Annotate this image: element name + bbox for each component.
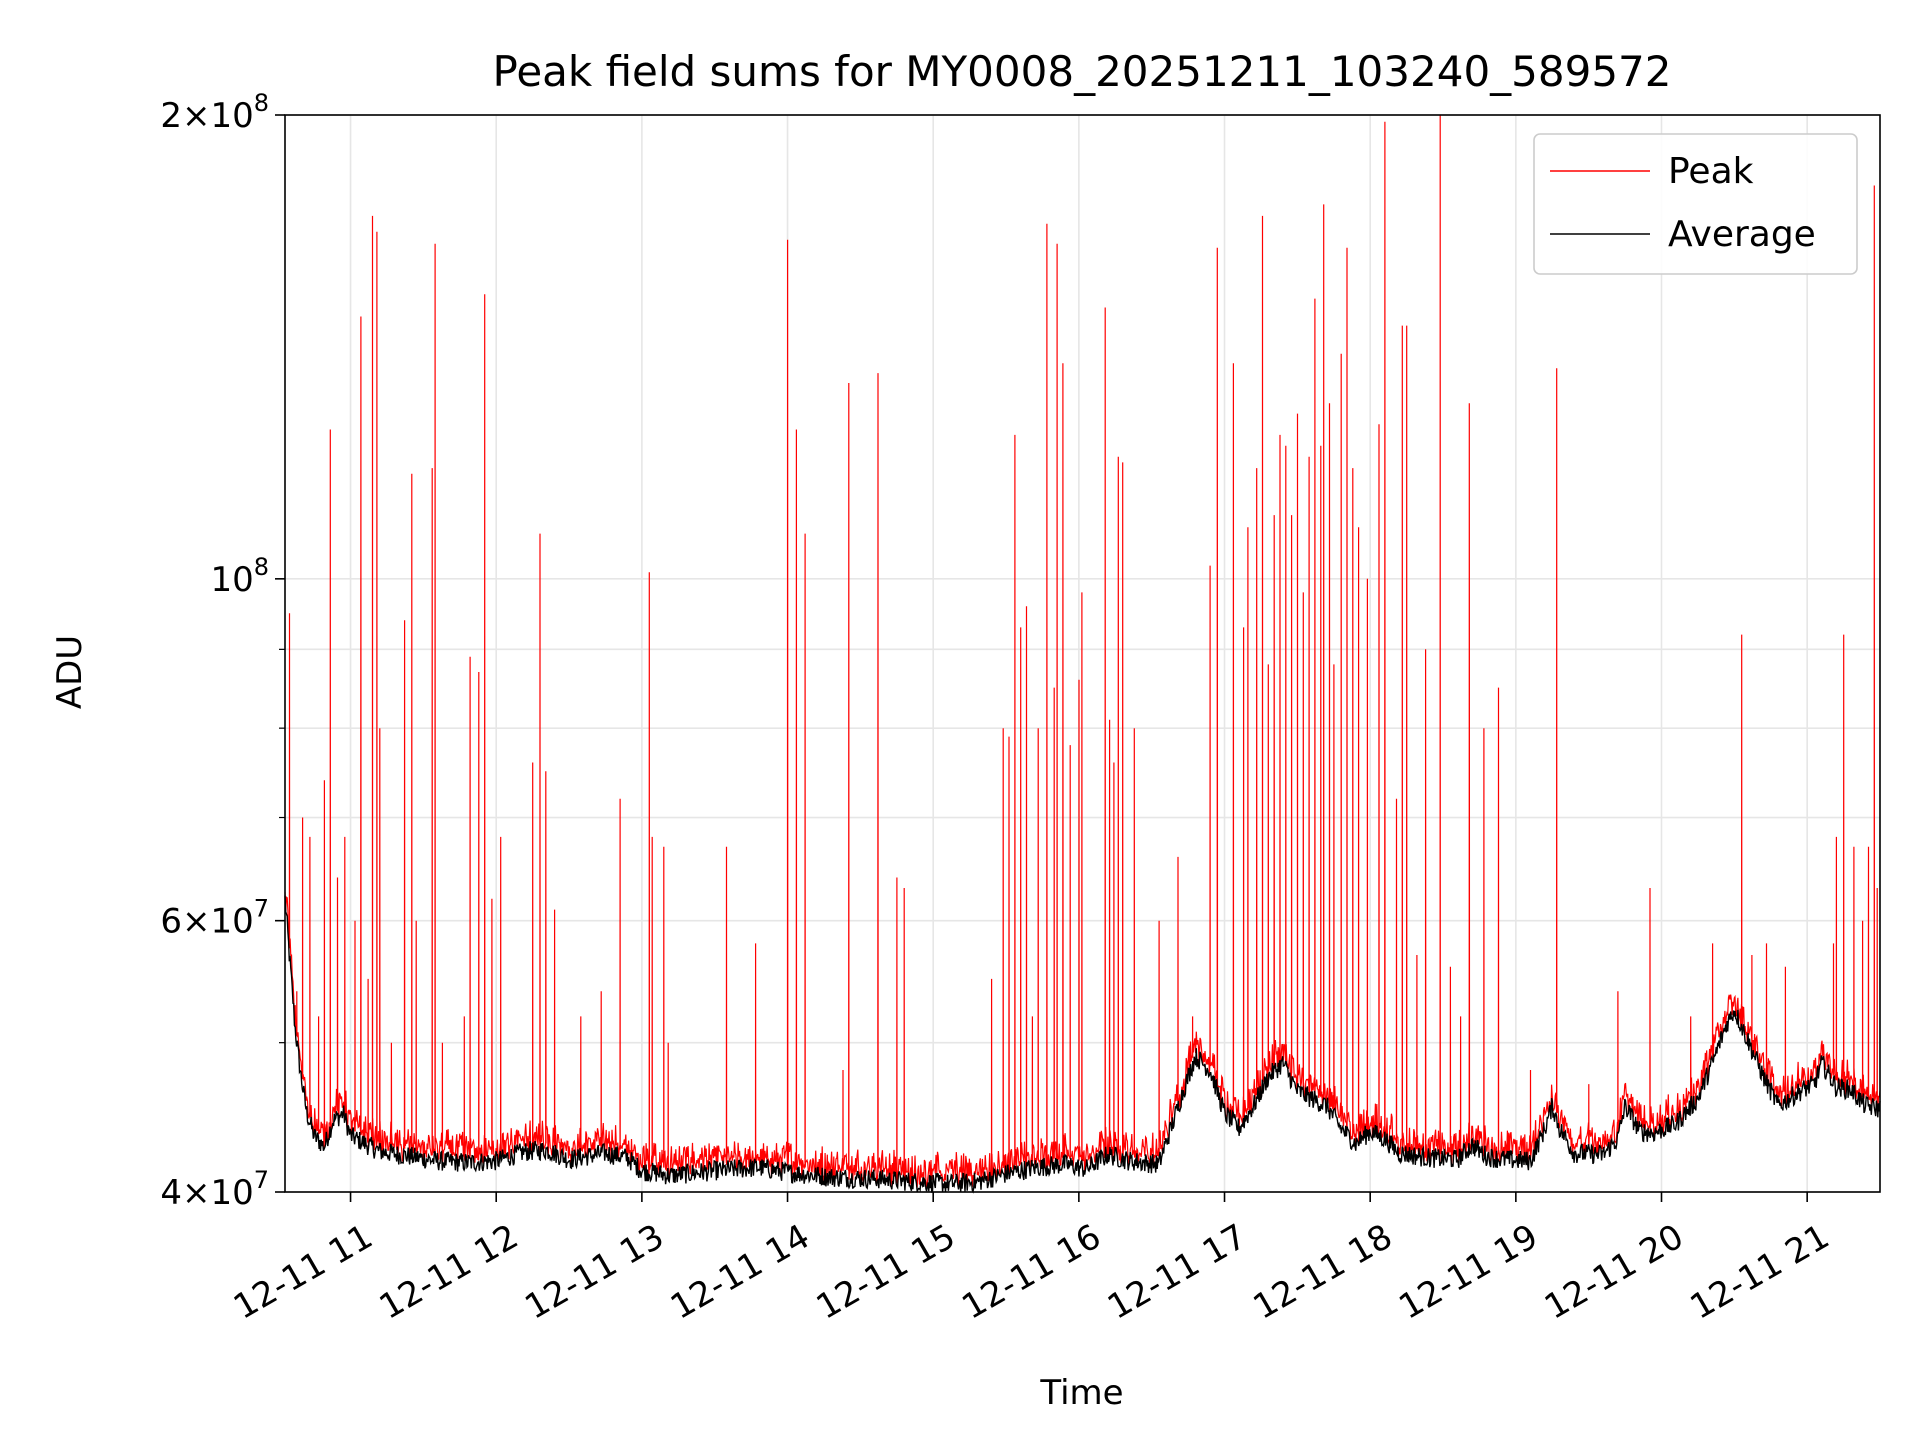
- y-axis: 4×107 6×107 108 2×108: [160, 89, 285, 1213]
- legend: Peak Average: [1533, 133, 1858, 275]
- legend-average-label: Average: [1668, 214, 1816, 255]
- average-series-line: [284, 895, 1881, 1194]
- plot-frame: [284, 114, 1881, 1193]
- y-tick-label: 108: [210, 553, 269, 600]
- y-tick-label: 6×107: [160, 895, 269, 942]
- series-layer: [284, 114, 1881, 1194]
- y-axis-label: ADU: [50, 635, 90, 709]
- y-tick-label: 2×108: [160, 89, 269, 136]
- legend-peak-label: Peak: [1668, 151, 1754, 192]
- y-tick-label: 4×107: [160, 1166, 269, 1213]
- chart-title: Peak field sums for MY0008_20251211_1032…: [492, 47, 1671, 96]
- legend-box: [1533, 133, 1858, 275]
- x-axis-label: Time: [1039, 1373, 1123, 1413]
